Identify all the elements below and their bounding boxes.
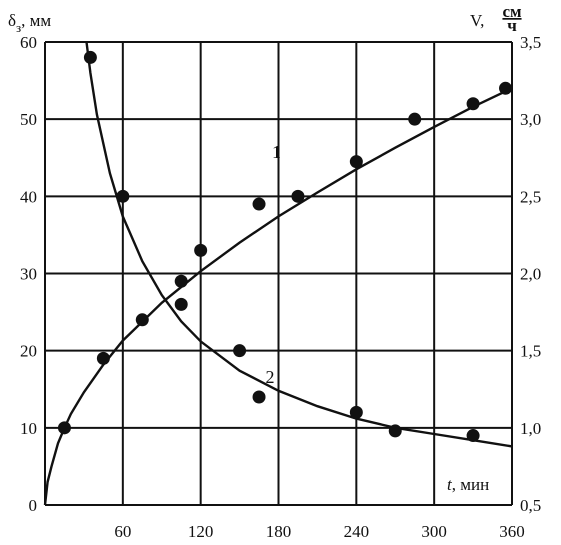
series-2-point (388, 424, 402, 438)
series-1-point (349, 155, 363, 169)
y-right-tick-label: 0,5 (520, 496, 541, 515)
x-axis-label: t, мин (447, 475, 489, 494)
y-right-tick-label: 2,0 (520, 265, 541, 284)
x-tick-label: 360 (499, 522, 525, 541)
series-1-point (57, 421, 71, 435)
x-tick-label: 180 (266, 522, 292, 541)
series-1-point (96, 351, 110, 365)
grid (44, 41, 513, 506)
y-left-axis-label: δз, мм (8, 11, 51, 35)
x-tick-label: 300 (421, 522, 447, 541)
y-right-tick-label: 3,0 (520, 110, 541, 129)
series-1-point (408, 112, 422, 126)
y-right-axis-unit-numerator: см (502, 2, 522, 21)
y-left-tick-label: 10 (20, 419, 37, 438)
y-right-axis-unit-denominator: ч (507, 16, 517, 35)
series-2-point (116, 189, 130, 203)
x-tick-label: 120 (188, 522, 214, 541)
series-2-curve (85, 41, 513, 448)
series-1-point (194, 243, 208, 257)
series-1-curve (43, 87, 513, 506)
series-2-point (466, 429, 480, 443)
series-2-point (174, 297, 188, 311)
y-right-tick-label: 1,0 (520, 419, 541, 438)
x-tick-label: 60 (114, 522, 131, 541)
series-1-point (252, 197, 266, 211)
y-left-tick-label: 40 (20, 187, 37, 206)
curves (43, 41, 513, 506)
series-2-label: 2 (266, 367, 275, 387)
y-right-tick-label: 1,5 (520, 342, 541, 361)
y-right-axis-label: V, (470, 11, 484, 30)
axis-labels: δз, мм V, см ч t, мин 1 2 (8, 2, 522, 494)
tick-labels: 60 120 180 240 300 360 0 10 20 30 40 50 60 0,5 1,0 1,5 2… (20, 33, 541, 541)
series-1-point (135, 313, 149, 327)
series-1-point (291, 189, 305, 203)
series-1-point (174, 274, 188, 288)
y-right-tick-label: 3,5 (520, 33, 541, 52)
y-left-tick-label: 0 (29, 496, 38, 515)
y-left-tick-label: 20 (20, 342, 37, 361)
series-2-point (83, 50, 97, 64)
y-left-tick-label: 60 (20, 33, 37, 52)
series-2-point (252, 390, 266, 404)
data-points (57, 50, 513, 443)
y-left-tick-label: 50 (20, 110, 37, 129)
y-left-tick-label: 30 (20, 265, 37, 284)
series-1-label: 1 (272, 142, 281, 162)
series-1-point (499, 81, 513, 95)
series-2-point (349, 405, 363, 419)
y-right-tick-label: 2,5 (520, 187, 541, 206)
series-1-point (466, 97, 480, 111)
series-2-point (233, 344, 247, 358)
x-tick-label: 240 (344, 522, 370, 541)
